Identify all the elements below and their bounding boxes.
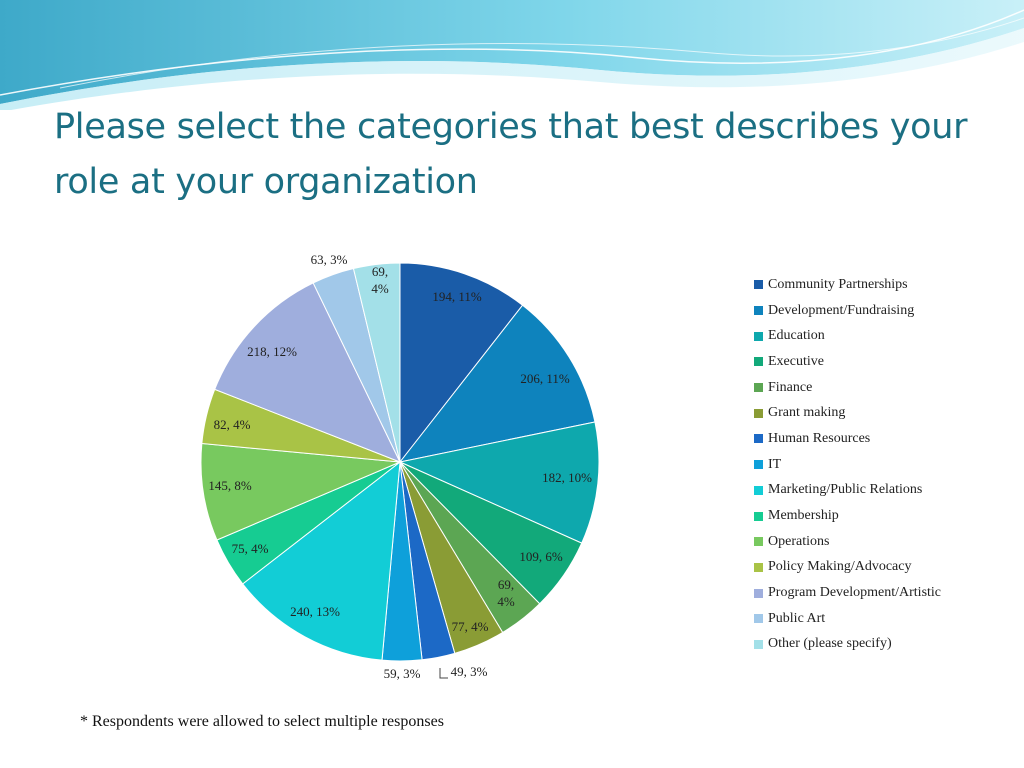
legend-label: Finance — [768, 379, 813, 395]
legend-label: Operations — [768, 533, 830, 549]
legend-label: Membership — [768, 508, 839, 524]
legend-label: Community Partnerships — [768, 276, 908, 292]
slice-data-label: 63, 3% — [311, 252, 348, 267]
footnote: * Respondents were allowed to select mul… — [80, 713, 444, 730]
legend-swatch — [754, 357, 763, 367]
slice-data-label: 218, 12% — [247, 344, 297, 359]
legend-swatch — [754, 639, 763, 649]
legend-swatch — [754, 408, 763, 418]
slice-data-label: 240, 13% — [290, 604, 340, 619]
header-wave-decoration — [0, 0, 1024, 110]
legend-label: Education — [768, 328, 825, 344]
slice-data-label: 109, 6% — [519, 549, 563, 564]
legend-swatch — [754, 331, 763, 341]
legend-item: Finance — [754, 375, 941, 401]
legend-item: Other (please specify) — [754, 632, 941, 658]
slice-data-label: 59, 3% — [384, 666, 421, 681]
legend-label: Grant making — [768, 405, 846, 421]
legend-swatch — [754, 588, 763, 598]
legend-swatch — [754, 306, 763, 316]
legend-item: Program Development/Artistic — [754, 580, 941, 606]
legend-item: IT — [754, 452, 941, 478]
legend-swatch — [754, 460, 763, 470]
legend-item: Membership — [754, 503, 941, 529]
slice-data-label: 69, 4% — [371, 264, 389, 296]
legend-label: Executive — [768, 353, 824, 369]
slice-data-label: 182, 10% — [542, 470, 592, 485]
legend-item: Public Art — [754, 606, 941, 632]
slice-data-label: 206, 11% — [520, 371, 570, 386]
slice-data-label: 145, 8% — [208, 478, 252, 493]
legend-item: Executive — [754, 349, 941, 375]
legend-item: Operations — [754, 529, 941, 555]
legend-label: Human Resources — [768, 430, 871, 446]
legend-swatch — [754, 511, 763, 521]
data-label-leader-line — [439, 668, 448, 679]
slice-data-label: 82, 4% — [214, 417, 251, 432]
legend-swatch — [754, 562, 763, 572]
legend-swatch — [754, 537, 763, 547]
legend-item: Human Resources — [754, 426, 941, 452]
legend-label: Public Art — [768, 610, 826, 626]
legend-swatch — [754, 280, 763, 290]
legend-item: Education — [754, 323, 941, 349]
slice-data-label: 75, 4% — [232, 541, 269, 556]
legend-item: Grant making — [754, 400, 941, 426]
pie-slice — [214, 282, 402, 463]
pie-slice — [352, 262, 401, 463]
pie-slice — [398, 421, 600, 544]
slice-data-label: 77, 4% — [452, 619, 489, 634]
legend-item: Marketing/Public Relations — [754, 478, 941, 504]
pie-slice — [398, 304, 596, 463]
slice-data-label: 49, 3% — [451, 664, 488, 679]
legend-item: Policy Making/Advocacy — [754, 555, 941, 581]
slice-data-label: 69, 4% — [497, 577, 515, 609]
legend-item: Development/Fundraising — [754, 298, 941, 324]
legend-swatch — [754, 485, 763, 495]
slice-data-label: 194, 11% — [432, 289, 482, 304]
slide-title: Please select the categories that best d… — [54, 107, 968, 202]
legend-label: Other (please specify) — [768, 636, 892, 652]
legend-label: Marketing/Public Relations — [768, 482, 923, 498]
pie-slice — [200, 442, 401, 541]
legend-label: Policy Making/Advocacy — [768, 559, 912, 575]
legend-swatch — [754, 434, 763, 444]
pie-slice — [241, 460, 401, 661]
pie-slice — [399, 262, 524, 464]
legend-label: Development/Fundraising — [768, 302, 915, 318]
legend-swatch — [754, 383, 763, 393]
chart-legend: Community Partnerships Development/Fundra… — [754, 272, 941, 657]
legend-item: Community Partnerships — [754, 272, 941, 298]
legend-label: Program Development/Artistic — [768, 585, 942, 601]
legend-label: IT — [768, 456, 782, 472]
legend-swatch — [754, 614, 763, 624]
